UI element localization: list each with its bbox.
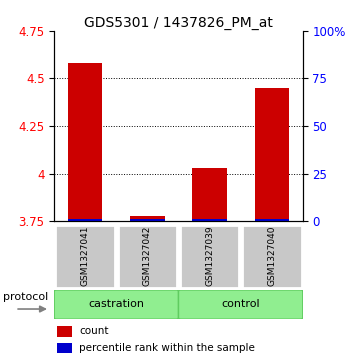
Bar <box>254 88 289 221</box>
FancyBboxPatch shape <box>54 290 178 319</box>
Text: percentile rank within the sample: percentile rank within the sample <box>79 343 255 353</box>
Bar <box>118 225 177 288</box>
FancyBboxPatch shape <box>178 290 303 319</box>
Text: protocol: protocol <box>3 292 48 302</box>
Bar <box>193 168 227 221</box>
Title: GDS5301 / 1437826_PM_at: GDS5301 / 1437826_PM_at <box>84 16 273 30</box>
Bar <box>130 219 164 221</box>
Text: count: count <box>79 326 108 337</box>
Bar <box>180 225 239 288</box>
Text: GSM1327042: GSM1327042 <box>143 226 152 286</box>
Bar <box>57 326 72 337</box>
Bar <box>242 225 301 288</box>
Bar <box>193 219 227 221</box>
Text: GSM1327040: GSM1327040 <box>267 226 276 286</box>
Bar <box>56 225 115 288</box>
Bar <box>254 219 289 221</box>
Text: GSM1327039: GSM1327039 <box>205 225 214 286</box>
Bar <box>57 343 72 353</box>
Text: control: control <box>221 299 260 309</box>
Bar <box>130 216 164 221</box>
Text: GSM1327041: GSM1327041 <box>81 226 90 286</box>
Bar <box>68 63 103 221</box>
Bar <box>68 219 103 221</box>
Text: castration: castration <box>88 299 144 309</box>
